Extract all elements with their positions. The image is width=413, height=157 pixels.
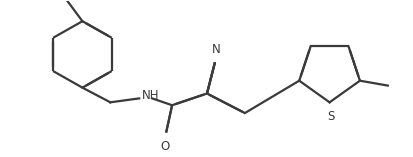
Text: NH: NH [142, 89, 160, 102]
Text: S: S [327, 110, 334, 123]
Text: N: N [211, 43, 221, 56]
Text: O: O [161, 140, 170, 153]
